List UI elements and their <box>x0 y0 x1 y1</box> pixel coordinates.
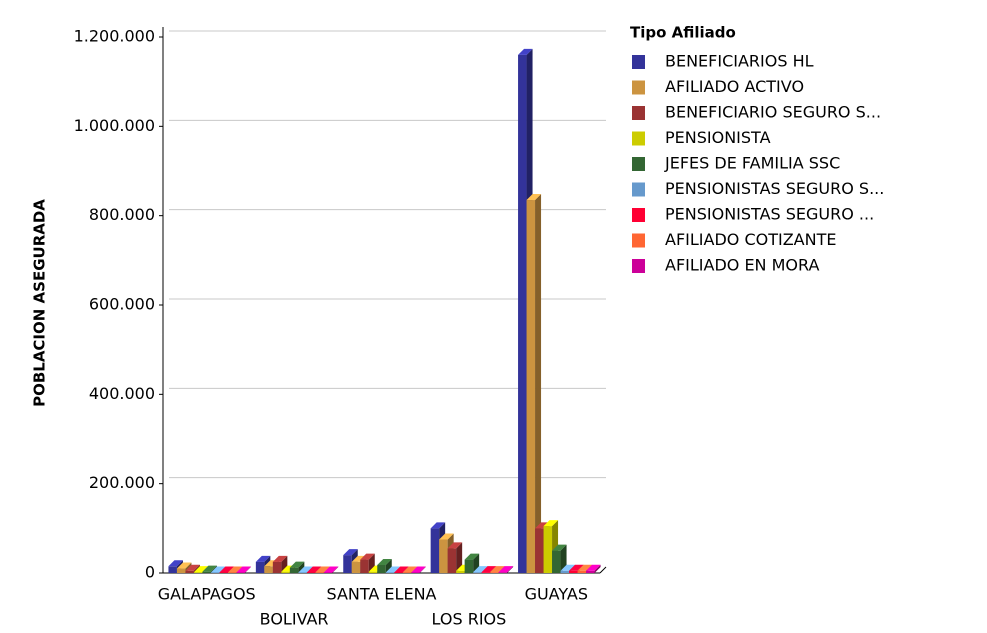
x-tick-label: BOLIVAR <box>260 610 329 629</box>
bar <box>185 571 194 573</box>
bar <box>264 566 273 573</box>
legend-label: PENSIONISTAS SEGURO S... <box>665 179 884 198</box>
bar <box>465 560 474 573</box>
legend-label: PENSIONISTAS SEGURO ... <box>665 205 874 224</box>
bar <box>360 560 369 573</box>
legend-label: PENSIONISTA <box>665 128 771 147</box>
y-tick-label: 1.200.000 <box>74 27 155 46</box>
bar <box>177 569 186 573</box>
legend-swatch <box>632 157 645 171</box>
legend-swatch <box>632 259 645 273</box>
bar <box>527 200 536 573</box>
bar <box>352 562 361 573</box>
floor-edge <box>600 567 606 573</box>
x-tick-label: SANTA ELENA <box>327 585 437 604</box>
bar <box>377 565 386 573</box>
bar-side <box>535 194 541 573</box>
bar <box>578 571 587 573</box>
bar <box>439 540 448 574</box>
y-tick-label: 800.000 <box>89 205 155 224</box>
legend-label: AFILIADO ACTIVO <box>665 77 804 96</box>
bar <box>202 572 211 573</box>
legend-label: BENEFICIARIOS HL <box>665 52 814 71</box>
legend-swatch <box>632 208 645 222</box>
bar <box>431 528 440 573</box>
y-tick-label: 600.000 <box>89 295 155 314</box>
bar <box>448 548 457 573</box>
x-tick-label: LOS RIOS <box>432 610 507 629</box>
bar <box>343 555 352 573</box>
bar <box>369 572 378 573</box>
x-tick-label: GUAYAS <box>525 585 588 604</box>
y-tick-label: 1.000.000 <box>74 116 155 135</box>
bar <box>535 528 544 573</box>
bar <box>456 571 465 573</box>
bar <box>273 562 282 573</box>
legend-label: AFILIADO EN MORA <box>665 256 819 275</box>
bar <box>168 566 177 573</box>
y-tick-label: 200.000 <box>89 473 155 492</box>
y-tick-label: 400.000 <box>89 384 155 403</box>
legend-title: Tipo Afiliado <box>630 24 736 42</box>
y-tick-label: 0 <box>145 563 155 582</box>
bar <box>290 568 299 573</box>
bar <box>256 562 265 573</box>
bar <box>518 55 527 573</box>
legend-label: JEFES DE FAMILIA SSC <box>664 154 840 173</box>
bar <box>561 571 570 573</box>
bar <box>499 572 508 573</box>
bar <box>569 571 578 573</box>
legend-swatch <box>632 234 645 248</box>
bar <box>473 572 482 573</box>
bar <box>552 551 561 573</box>
x-tick-label: GALAPAGOS <box>158 585 256 604</box>
legend-swatch <box>632 132 645 146</box>
legend-swatch <box>632 106 645 120</box>
bar <box>490 572 499 573</box>
legend-swatch <box>632 55 645 69</box>
bar <box>482 572 491 573</box>
legend-swatch <box>632 183 645 197</box>
legend-label: AFILIADO COTIZANTE <box>665 230 836 249</box>
bar <box>281 572 290 573</box>
bar <box>586 571 595 573</box>
bar <box>194 572 203 573</box>
legend-label: BENEFICIARIO SEGURO S... <box>665 103 881 122</box>
bar <box>544 526 553 573</box>
y-axis-title: POBLACION ASEGURADA <box>31 199 49 407</box>
legend-swatch <box>632 81 645 95</box>
